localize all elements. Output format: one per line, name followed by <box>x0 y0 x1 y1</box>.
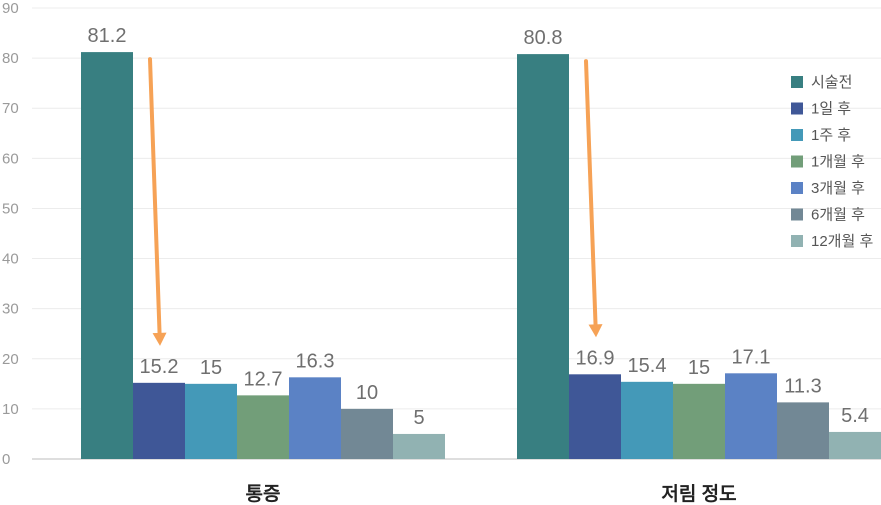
annotation-arrows <box>148 57 603 346</box>
bar-value-label: 80.8 <box>524 27 563 49</box>
y-tick-label: 50 <box>2 200 19 217</box>
down-arrow-annotation <box>148 57 167 346</box>
bar-value-label: 12.7 <box>244 368 283 390</box>
bar-value-label: 15.2 <box>140 356 179 378</box>
legend-item: 1주 후 <box>791 127 851 144</box>
bar-value-label: 81.2 <box>88 25 127 47</box>
legend-label: 3개월 후 <box>811 180 865 197</box>
legend-item: 6개월 후 <box>791 207 865 224</box>
down-arrow-annotation <box>584 59 603 338</box>
legend-swatch <box>791 76 803 88</box>
legend: 시술전 1일 후 1주 후 1개월 후 3개월 후 6개월 후 12개월 후 <box>791 74 873 250</box>
bar-value-label: 15 <box>688 357 710 379</box>
legend-swatch <box>791 182 803 194</box>
legend-item: 시술전 <box>791 74 852 91</box>
y-axis-ticks: 0 10 20 30 40 50 60 70 80 90 <box>2 0 19 468</box>
bar-value-label: 16.3 <box>296 350 335 372</box>
y-tick-label: 30 <box>2 301 19 318</box>
bar <box>133 382 185 459</box>
legend-label: 1주 후 <box>811 127 851 144</box>
bar <box>185 383 237 459</box>
x-category-label: 통증 <box>246 483 281 505</box>
legend-label: 1일 후 <box>811 101 851 118</box>
bar <box>81 52 133 459</box>
bar <box>517 54 569 459</box>
bar-value-label: 5.4 <box>841 405 869 427</box>
bar <box>725 373 777 459</box>
arrow-head <box>588 324 603 338</box>
legend-swatch <box>791 102 803 115</box>
legend-item: 1일 후 <box>791 101 851 118</box>
x-axis-categories: 통증 저림 정도 <box>246 483 737 505</box>
bar-value-label: 10 <box>356 382 378 404</box>
data-labels: 81.2 15.2 15 12.7 16.3 10 5 80.8 16.9 15.4 15 17.1 1… <box>88 25 869 429</box>
bar <box>829 431 881 459</box>
bar <box>777 402 829 459</box>
legend-swatch <box>791 208 803 221</box>
bar-value-label: 16.9 <box>576 347 615 369</box>
bars <box>81 52 881 459</box>
bar-value-label: 15 <box>200 357 222 379</box>
y-tick-label: 90 <box>2 0 19 17</box>
legend-item: 12개월 후 <box>791 233 873 250</box>
legend-item: 1개월 후 <box>791 154 865 171</box>
bar <box>237 395 289 459</box>
x-category-label: 저림 정도 <box>661 483 736 505</box>
bar-value-label: 17.1 <box>732 346 771 368</box>
legend-label: 시술전 <box>811 74 852 91</box>
bar-value-label: 11.3 <box>784 375 821 397</box>
y-tick-label: 80 <box>2 50 19 67</box>
arrow-head <box>152 332 167 346</box>
legend-swatch <box>791 129 803 141</box>
bar <box>289 377 341 459</box>
legend-swatch <box>791 235 803 247</box>
legend-swatch <box>791 155 803 168</box>
y-tick-label: 0 <box>2 451 10 468</box>
bar-value-label: 5 <box>413 407 424 429</box>
bar <box>621 381 673 459</box>
arrow-shaft <box>584 59 598 327</box>
y-tick-label: 20 <box>2 351 19 368</box>
legend-label: 12개월 후 <box>811 233 873 250</box>
arrow-shaft <box>148 57 162 335</box>
legend-item: 3개월 후 <box>791 180 865 197</box>
y-tick-label: 70 <box>2 100 19 117</box>
legend-label: 1개월 후 <box>811 154 865 171</box>
bar <box>569 374 621 459</box>
legend-label: 6개월 후 <box>811 207 865 224</box>
bar <box>673 383 725 459</box>
bar-value-label: 15.4 <box>628 355 667 377</box>
bar <box>393 433 445 459</box>
y-tick-label: 40 <box>2 251 19 268</box>
bar <box>341 408 393 459</box>
y-tick-label: 10 <box>2 401 19 418</box>
y-tick-label: 60 <box>2 150 19 167</box>
